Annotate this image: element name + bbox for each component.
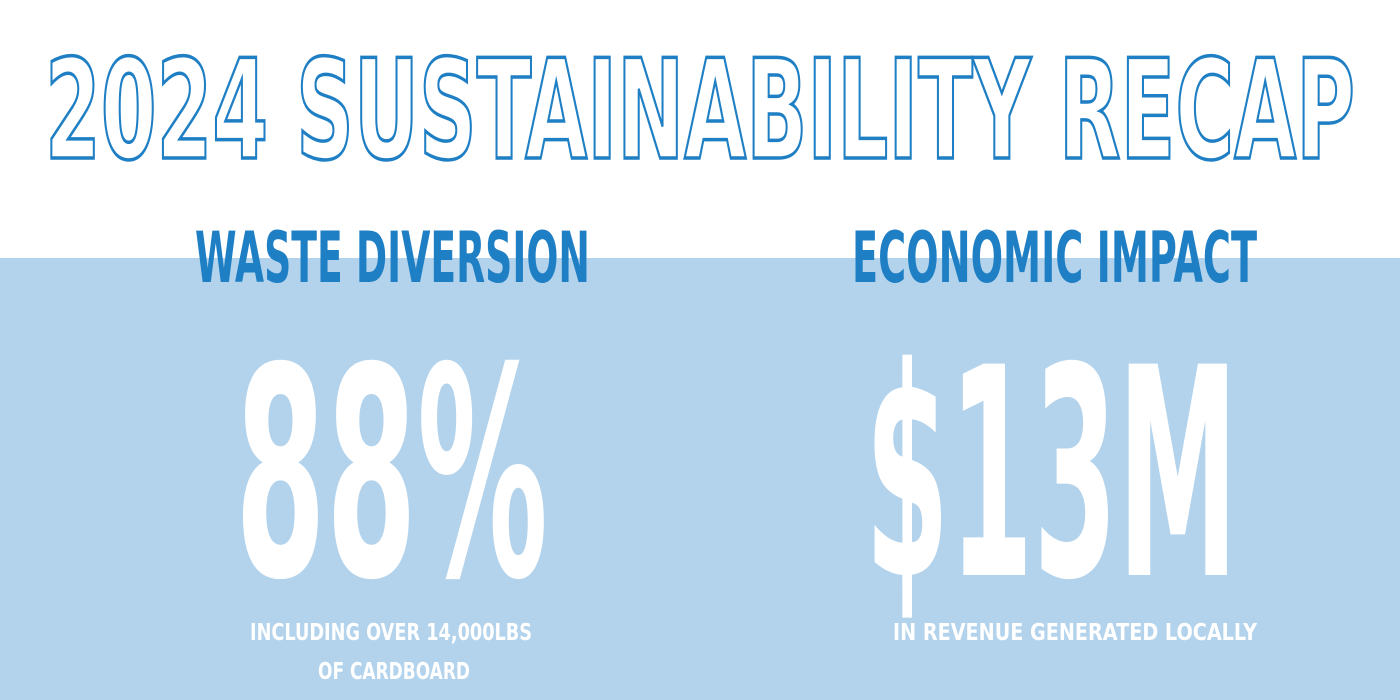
stat-value: $13M [865, 307, 1238, 644]
stat-caption: IN REVENUE GENERATED LOCALLY [893, 620, 1257, 646]
background-band [0, 258, 1400, 700]
stat-caption: OF CARDBOARD [318, 659, 470, 685]
stat-heading: ECONOMIC IMPACT [852, 217, 1257, 299]
stat-heading: WASTE DIVERSION [195, 217, 590, 299]
title: 2024 SUSTAINABILITY RECAP [45, 30, 1355, 191]
stat-value: 88% [235, 307, 548, 644]
stat-caption: INCLUDING OVER 14,000LBS [250, 620, 532, 646]
